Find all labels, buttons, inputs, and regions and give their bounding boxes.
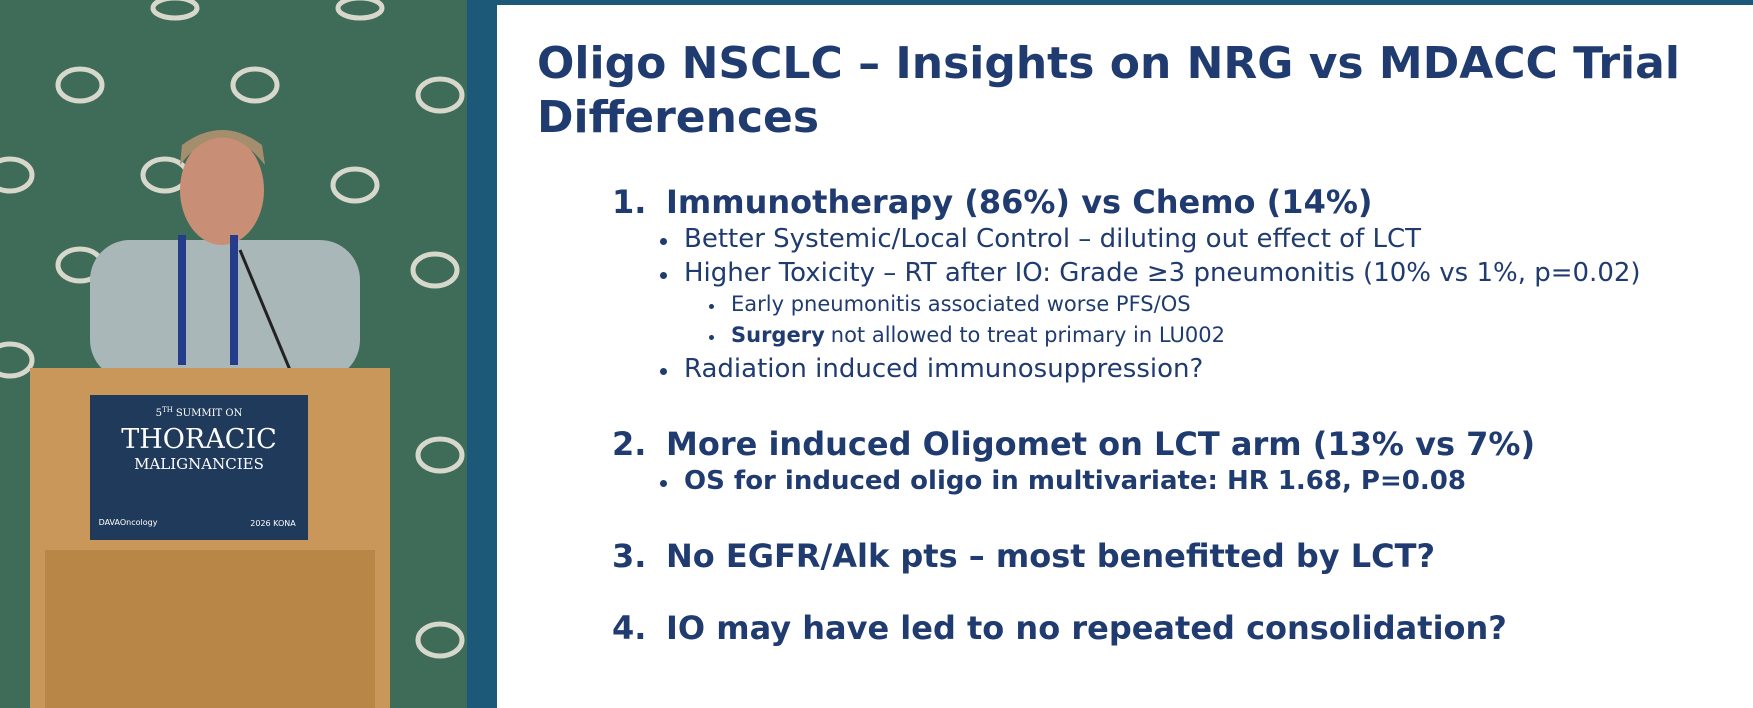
sub-bullet-text: Early pneumonitis associated worse PFS/O… xyxy=(731,292,1191,316)
bullet-dot xyxy=(709,335,714,340)
item-text: More induced Oligomet on LCT arm (13% vs… xyxy=(666,425,1536,463)
item-text: Immunotherapy (86%) vs Chemo (14%) xyxy=(666,183,1373,221)
sub-bullet-text: not allowed to treat primary in LU002 xyxy=(830,323,1225,347)
bullet-dot xyxy=(660,272,667,279)
sub-bullet-bold: Surgery xyxy=(731,323,825,347)
bullet-text: Radiation induced immunosuppression? xyxy=(684,354,1204,384)
item-number: 2. xyxy=(612,425,647,463)
ordinal-suffix: TH xyxy=(162,406,173,414)
location: 2026 KONA xyxy=(250,519,296,528)
bullet-text: Higher Toxicity – RT after IO: Grade ≥3 … xyxy=(684,258,1641,288)
speaker-video: 5TH SUMMIT ON THORACIC MALIGNANCIES DAVAO… xyxy=(0,0,467,708)
bullet-dot xyxy=(709,304,714,309)
sponsor: DAVAOncology xyxy=(99,518,158,527)
item-text: No EGFR/Alk pts – most benefitted by LCT… xyxy=(666,537,1436,575)
slide: Oligo NSCLC – Insights on NRG vs MDACC T… xyxy=(497,0,1753,708)
summit-line: SUMMIT ON xyxy=(176,408,243,419)
sub-bullet: Surgery not allowed to treat primary in L… xyxy=(731,323,1225,347)
item-number: 1. xyxy=(612,183,647,221)
bullet-dot xyxy=(660,368,667,375)
ordinal: 5 xyxy=(156,408,162,419)
bullet-dot xyxy=(660,480,667,487)
bullet-text: Better Systemic/Local Control – diluting… xyxy=(684,224,1422,254)
slide-title: Oligo NSCLC – Insights on NRG vs MDACC T… xyxy=(537,38,1680,143)
item-number: 3. xyxy=(612,537,647,575)
event-line: MALIGNANCIES xyxy=(134,455,264,473)
item-number: 4. xyxy=(612,609,647,647)
bullet-text: OS for induced oligo in multivariate: HR… xyxy=(684,466,1466,496)
divider xyxy=(467,0,497,708)
bullet-dot xyxy=(660,238,667,245)
sub-bullet: Early pneumonitis associated worse PFS/O… xyxy=(731,292,1191,316)
event-line: THORACIC xyxy=(121,424,277,455)
item-text: IO may have led to no repeated consolida… xyxy=(666,609,1507,647)
